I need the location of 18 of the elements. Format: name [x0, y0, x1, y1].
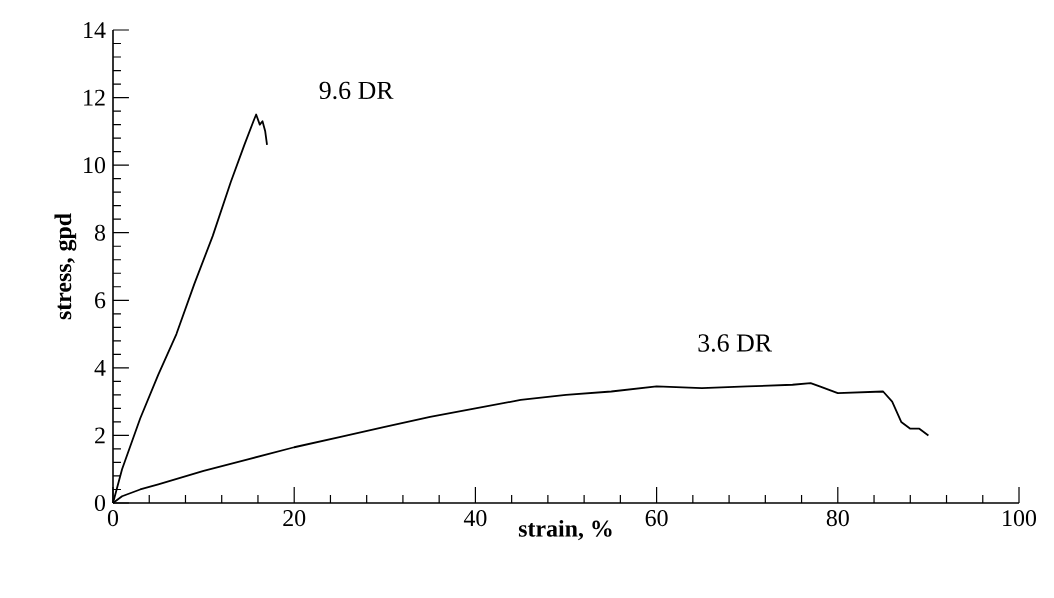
y-tick-label: 8 [94, 224, 106, 241]
y-tick-label: 6 [95, 292, 106, 309]
y-tick-label: 4 [94, 359, 106, 376]
x-tick-label: 0 [107, 510, 119, 527]
x-tick-label: 40 [463, 510, 487, 527]
x-tick-label: 80 [826, 510, 849, 527]
x-axis-title: strain, % [518, 519, 612, 541]
series-label: 3.6 DR [698, 334, 773, 352]
y-tick-label: 0 [94, 494, 106, 512]
y-tick-label: 2 [95, 427, 105, 444]
y-tick-label: 14 [84, 22, 106, 38]
y-axis-title: stress, gpd [54, 213, 77, 320]
y-tick-label: 10 [84, 157, 106, 174]
x-tick-label: 100 [1003, 510, 1037, 527]
x-tick-label: 60 [645, 510, 668, 527]
x-tick-label: 20 [283, 510, 306, 527]
text: 9.6 DR [319, 81, 394, 100]
y-tick-label: 12 [84, 89, 105, 106]
